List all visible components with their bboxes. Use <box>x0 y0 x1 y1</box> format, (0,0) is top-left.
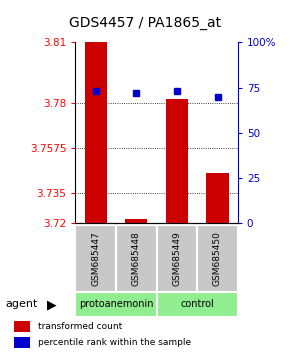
Bar <box>75 292 157 317</box>
Bar <box>206 173 229 223</box>
Text: percentile rank within the sample: percentile rank within the sample <box>38 338 191 347</box>
Text: control: control <box>180 299 214 309</box>
Bar <box>14 337 30 348</box>
Text: GSM685448: GSM685448 <box>132 231 141 286</box>
Text: GSM685447: GSM685447 <box>91 231 100 286</box>
Bar <box>85 42 107 223</box>
Bar <box>14 321 30 332</box>
Text: GSM685449: GSM685449 <box>172 231 182 286</box>
Bar <box>157 292 238 317</box>
Text: GSM685450: GSM685450 <box>213 231 222 286</box>
Text: ▶: ▶ <box>47 298 57 311</box>
Text: transformed count: transformed count <box>38 322 123 331</box>
Bar <box>116 225 157 292</box>
Text: GDS4457 / PA1865_at: GDS4457 / PA1865_at <box>69 16 221 30</box>
Bar <box>197 225 238 292</box>
Bar <box>125 219 147 223</box>
Bar <box>157 225 197 292</box>
Text: agent: agent <box>6 299 38 309</box>
Bar <box>75 225 116 292</box>
Text: protoanemonin: protoanemonin <box>79 299 153 309</box>
Bar <box>166 99 188 223</box>
